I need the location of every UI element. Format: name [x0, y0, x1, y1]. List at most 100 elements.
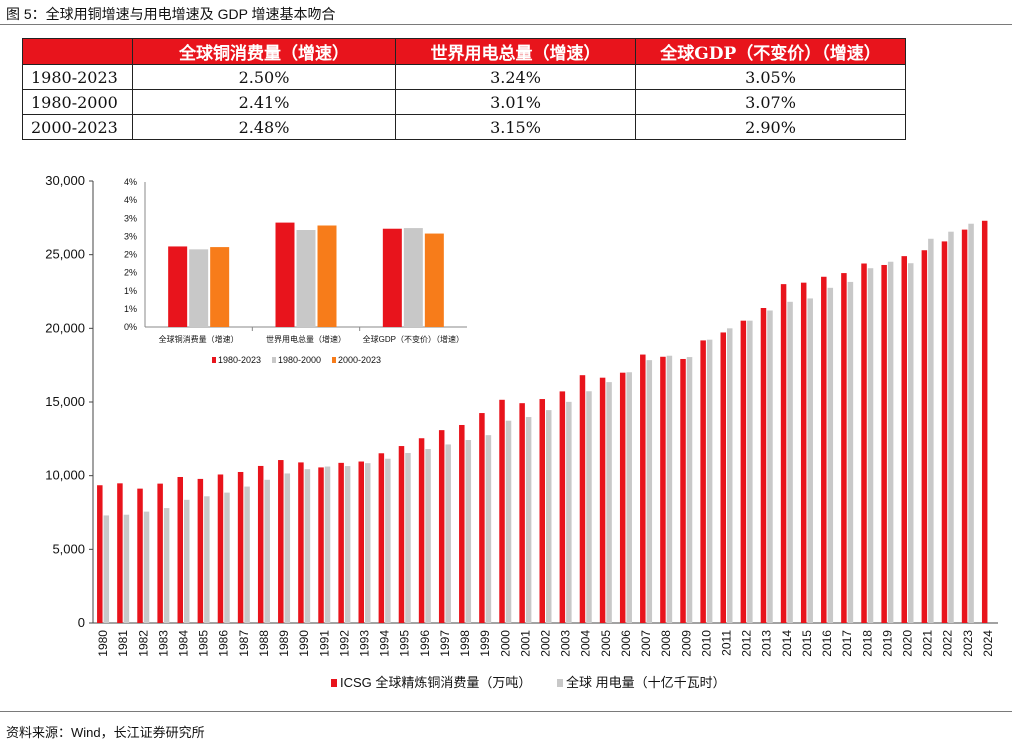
table-cell: 2.41%	[132, 89, 396, 115]
x-tick-label: 2009	[679, 630, 693, 657]
summary-table: 全球铜消费量（增速） 世界用电总量（增速） 全球GDP（不变价）（增速） 198…	[22, 38, 906, 140]
x-tick-label: 2000	[498, 630, 512, 657]
y-tick-label: 30,000	[45, 173, 85, 188]
copper-consumption-bar	[97, 485, 103, 623]
x-tick-label: 1989	[277, 630, 291, 657]
table-header-row: 全球铜消费量（增速） 世界用电总量（增速） 全球GDP（不变价）（增速）	[22, 38, 906, 65]
x-tick-label: 1995	[398, 630, 412, 657]
copper-consumption-bar	[278, 460, 284, 623]
x-tick-label: 2006	[619, 630, 633, 657]
copper-consumption-bar	[398, 446, 405, 623]
electricity-use-bar	[908, 263, 914, 623]
x-tick-label: 2019	[880, 630, 894, 657]
source-note: 资料来源：Wind，长江证券研究所	[6, 725, 205, 740]
copy-electricity-chart: 0 5,000 10,000 15,000 20,000 25,000 30,000 1980…	[45, 173, 998, 690]
top-divider	[0, 24, 1012, 25]
x-tick-label: 2001	[518, 630, 532, 657]
inset-y-tick-label: 2%	[124, 268, 137, 278]
copper-consumption-bar	[841, 273, 847, 623]
x-tick-label: 1996	[418, 630, 432, 657]
inset-bar	[296, 230, 316, 327]
electricity-use-bar	[546, 410, 552, 623]
electricity-use-bar	[143, 511, 150, 623]
electricity-use-bar	[324, 466, 331, 623]
inset-legend-label: 2000-2023	[338, 355, 381, 365]
x-tick-label: 2002	[539, 630, 553, 657]
copper-consumption-bar	[519, 403, 525, 623]
x-tick-label: 1988	[257, 630, 271, 657]
electricity-use-bar	[184, 499, 190, 623]
copper-consumption-bar	[358, 461, 364, 623]
electricity-use-bar	[525, 417, 532, 623]
electricity-use-bar	[827, 287, 834, 623]
x-tick-label: 1983	[156, 630, 170, 657]
inset-y-tick-label: 3%	[124, 213, 137, 223]
x-tick-label: 2015	[800, 630, 814, 657]
electricity-use-bar	[465, 440, 472, 623]
y-tick-label: 20,000	[45, 320, 85, 335]
table-cell-period: 1980-2023	[22, 64, 133, 90]
inset-category-label: 全球GDP（不变价）（增速）	[363, 334, 464, 344]
x-tick-label: 2023	[961, 630, 975, 657]
inset-bar	[189, 249, 209, 327]
x-tick-label: 2017	[840, 630, 854, 657]
copper-consumption-bar	[157, 483, 163, 623]
copper-consumption-bar	[680, 358, 686, 623]
inset-legend-label: 1980-2000	[278, 355, 321, 365]
table-cell: 3.24%	[395, 64, 636, 90]
inset-y-tick-label: 0%	[124, 322, 137, 332]
inset-legend-label: 1980-2023	[218, 355, 261, 365]
inset-y-tick-label: 4%	[124, 195, 137, 205]
x-tick-label: 2022	[941, 630, 955, 657]
electricity-use-bar	[284, 473, 291, 623]
copper-consumption-bar	[780, 284, 787, 623]
x-tick-label: 1992	[337, 630, 351, 657]
x-tick-label: 1991	[317, 630, 331, 657]
y-tick-label: 25,000	[45, 247, 85, 262]
x-tick-label: 2008	[659, 630, 673, 657]
table-cell: 3.01%	[395, 89, 636, 115]
electricity-use-bar	[304, 469, 311, 623]
copper-consumption-bar	[418, 438, 425, 623]
y-tick-label: 10,000	[45, 468, 85, 483]
x-tick-label: 1980	[96, 630, 110, 657]
x-tick-label: 1984	[177, 630, 191, 657]
table-header-cell: 全球GDP（不变价）（增速）	[635, 38, 906, 65]
inset-bar	[275, 222, 295, 327]
inset-bar	[210, 247, 230, 327]
copper-consumption-bar	[338, 462, 344, 623]
table-header-cell	[22, 38, 133, 65]
copper-consumption-bar	[599, 377, 606, 623]
x-tick-label: 2004	[579, 630, 593, 657]
copper-consumption-bar	[720, 332, 726, 623]
electricity-use-bar	[385, 458, 391, 623]
copper-consumption-bar	[660, 356, 666, 623]
x-tick-label: 2020	[901, 630, 915, 657]
inset-legend-swatch	[332, 357, 336, 363]
x-tick-label: 2016	[820, 630, 834, 657]
copper-consumption-bar	[499, 399, 505, 623]
inset-legend-swatch	[272, 357, 276, 363]
electricity-use-bar	[204, 496, 210, 623]
x-tick-label: 2021	[921, 630, 935, 657]
y-tick-label: 15,000	[45, 394, 85, 409]
electricity-use-bar	[646, 360, 653, 623]
inset-y-tick-label: 1%	[124, 286, 137, 296]
inset-y-tick-label: 4%	[124, 177, 137, 187]
table-header-cell: 全球铜消费量（增速）	[132, 38, 396, 65]
inset-bar	[168, 246, 188, 327]
copper-consumption-bar	[640, 354, 646, 623]
electricity-use-bar	[344, 466, 351, 623]
electricity-use-bar	[867, 268, 874, 623]
electricity-use-bar	[807, 298, 813, 623]
electricity-use-bar	[566, 401, 572, 623]
inset-y-tick-label: 3%	[124, 231, 137, 241]
electricity-use-bar	[787, 301, 793, 623]
copper-consumption-bar	[237, 471, 244, 623]
copper-consumption-bar	[137, 488, 143, 623]
inset-category-label: 全球铜消费量（增速）	[159, 334, 239, 344]
inset-y-tick-label: 2%	[124, 250, 137, 260]
legend-label-copper: ICSG 全球精炼铜消费量（万吨）	[340, 675, 531, 690]
x-tick-label: 1981	[116, 630, 130, 657]
x-tick-label: 2013	[760, 630, 774, 657]
